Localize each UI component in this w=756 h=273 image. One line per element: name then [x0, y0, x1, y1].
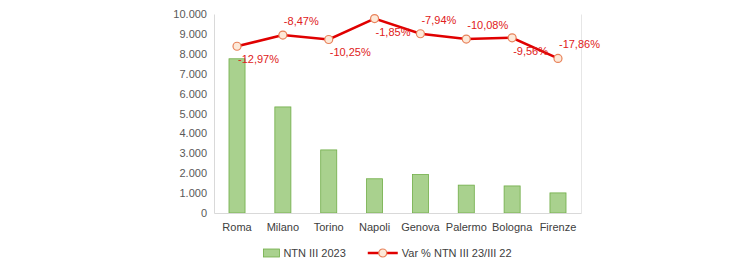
x-tick-label: Genova [401, 221, 440, 233]
x-axis: Roma Milano Torino Napoli Genova Palermo Bolog… [215, 213, 582, 233]
y-tick-label: 0 [201, 207, 207, 219]
chart: 0 1.000 2.000 3.000 4.000 5.000 6.000 7.000 8.00… [0, 0, 756, 273]
y-tick-label: 9.000 [179, 28, 207, 40]
y-tick-label: 10.000 [173, 8, 207, 20]
y-tick-label: 3.000 [179, 147, 207, 159]
marker [416, 30, 424, 38]
y-tick-label: 8.000 [179, 48, 207, 60]
y-tick-label: 6.000 [179, 88, 207, 100]
y-tick-label: 5.000 [179, 108, 207, 120]
bar [321, 150, 337, 213]
legend: NTN III 2023 Var % NTN III 23/III 22 [263, 247, 511, 259]
y-axis-line [214, 15, 215, 214]
y-tick: 0 [201, 207, 214, 219]
legend-label: NTN III 2023 [283, 247, 345, 259]
marker [233, 42, 241, 50]
legend-label: Var % NTN III 23/III 22 [402, 247, 512, 259]
bar [550, 193, 566, 213]
x-tick: Bologna [492, 213, 533, 233]
x-tick: Napoli [359, 213, 390, 233]
y-tick-label: 2.000 [179, 167, 207, 179]
y-tick: 7.000 [179, 68, 214, 80]
data-label: -9,56% [513, 45, 548, 57]
x-tick-label: Palermo [446, 221, 487, 233]
marker [325, 35, 333, 43]
bar [504, 186, 520, 213]
data-label: -17,86% [559, 38, 600, 50]
x-tick: Roma [222, 213, 252, 233]
bar [458, 185, 474, 213]
data-labels: -12,97% -8,47% -10,25% -1,85% -7,94% -10,08% -… [238, 14, 600, 66]
y-tick: 6.000 [179, 88, 214, 100]
marker [279, 31, 287, 39]
legend-swatch [263, 249, 279, 257]
y-tick: 8.000 [179, 48, 214, 60]
bar [367, 179, 383, 213]
bar [275, 107, 291, 213]
data-label: -10,08% [467, 19, 508, 31]
x-tick: Genova [401, 213, 440, 233]
y-tick: 3.000 [179, 147, 214, 159]
x-tick: Palermo [446, 213, 487, 233]
data-label: -10,25% [330, 46, 371, 58]
data-label: -12,97% [238, 53, 279, 65]
x-tick-label: Bologna [492, 221, 533, 233]
data-label: -7,94% [421, 14, 456, 26]
y-tick: 5.000 [179, 108, 214, 120]
y-tick-label: 1.000 [179, 187, 207, 199]
legend-item: NTN III 2023 [263, 247, 345, 259]
marker [554, 54, 562, 62]
marker [508, 34, 516, 42]
legend-marker [379, 249, 387, 257]
bar [229, 59, 245, 213]
plot-area [229, 15, 566, 213]
bar [412, 175, 428, 213]
y-tick: 9.000 [179, 28, 214, 40]
y-tick-label: 7.000 [179, 68, 207, 80]
y-tick: 4.000 [179, 127, 214, 139]
y-tick-label: 4.000 [179, 127, 207, 139]
data-label: -1,85% [376, 26, 411, 38]
x-tick: Firenze [540, 213, 577, 233]
data-label: -8,47% [284, 15, 319, 27]
y-tick: 10.000 [173, 8, 214, 20]
x-tick: Torino [314, 213, 344, 233]
x-tick-label: Torino [314, 221, 344, 233]
x-tick-label: Milano [267, 221, 299, 233]
marker [462, 35, 470, 43]
x-axis-line [215, 213, 582, 214]
legend-item: Var % NTN III 23/III 22 [368, 247, 512, 259]
marker [371, 15, 379, 23]
x-tick-label: Firenze [540, 221, 577, 233]
x-tick-label: Napoli [359, 221, 390, 233]
y-axis: 0 1.000 2.000 3.000 4.000 5.000 6.000 7.000 8.00… [173, 8, 214, 219]
x-tick: Milano [267, 213, 299, 233]
y-tick: 2.000 [179, 167, 214, 179]
y-tick: 1.000 [179, 187, 214, 199]
x-tick-label: Roma [222, 221, 252, 233]
